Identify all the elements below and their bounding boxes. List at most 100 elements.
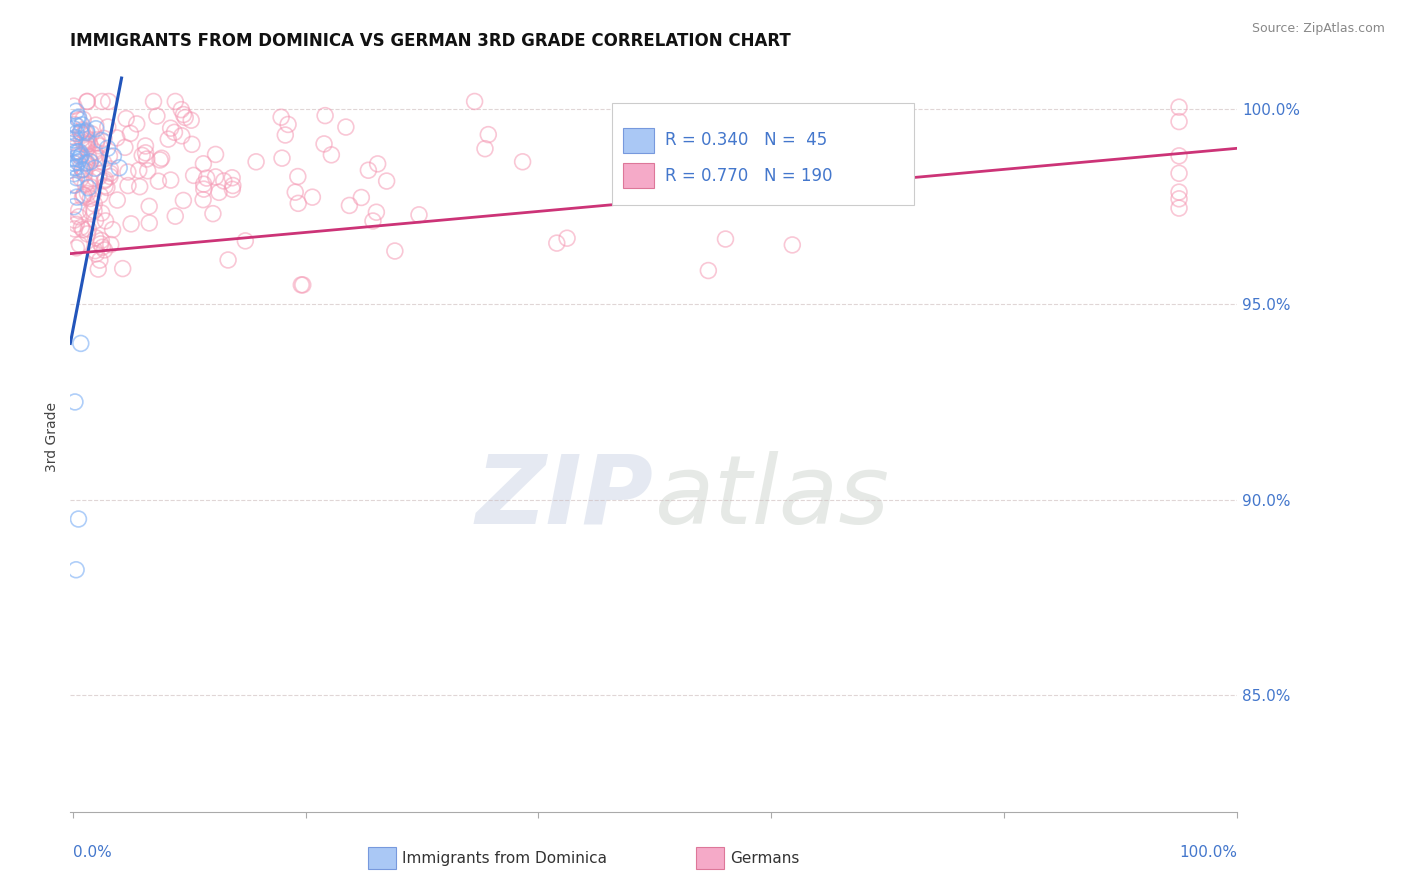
Point [117, 178, 139, 193]
Y-axis label: 3rd Grade: 3rd Grade [45, 402, 59, 472]
Point [287, 196, 309, 211]
Point [142, 95, 165, 109]
Point [79, 174, 101, 188]
Point [94, 172, 117, 186]
Point [76, 126, 98, 140]
Point [375, 174, 398, 188]
Point [62, 142, 84, 156]
Point [82, 187, 104, 202]
Point [77, 222, 100, 236]
Point [69, 126, 91, 140]
Point [384, 244, 406, 258]
Point [62, 99, 84, 113]
Point [174, 111, 197, 125]
Point [98, 166, 121, 180]
Point [217, 252, 239, 267]
Point [222, 178, 245, 193]
Point [98, 169, 121, 184]
Point [84, 121, 107, 136]
Point [83, 197, 105, 211]
Point [720, 175, 742, 189]
Point [83, 171, 105, 186]
Point [193, 182, 215, 196]
Point [97, 141, 120, 155]
Point [350, 190, 373, 204]
Point [101, 222, 124, 236]
Point [408, 208, 430, 222]
Point [76, 95, 98, 109]
Point [65, 161, 87, 175]
Point [312, 136, 335, 151]
Point [76, 156, 98, 170]
Point [172, 194, 194, 208]
Point [314, 109, 336, 123]
Point [98, 149, 121, 163]
Point [73, 188, 96, 202]
Point [120, 127, 142, 141]
Point [63, 222, 86, 236]
Point [72, 187, 94, 202]
Point [63, 213, 86, 227]
Point [84, 118, 107, 132]
Text: Immigrants from Dominica: Immigrants from Dominica [402, 851, 607, 865]
Point [277, 118, 299, 132]
Point [98, 161, 121, 176]
Point [67, 512, 90, 526]
Point [146, 109, 169, 123]
Point [208, 186, 231, 200]
Point [290, 277, 312, 292]
Point [87, 262, 110, 277]
Point [67, 152, 90, 166]
Point [87, 151, 110, 165]
Point [65, 104, 87, 119]
Point [170, 103, 193, 117]
Point [84, 148, 107, 162]
Point [65, 127, 87, 141]
Point [89, 253, 111, 268]
Text: Source: ZipAtlas.com: Source: ZipAtlas.com [1251, 22, 1385, 36]
Point [291, 277, 314, 292]
Text: R = 0.770   N = 190: R = 0.770 N = 190 [665, 167, 832, 185]
Point [79, 155, 101, 169]
Point [193, 157, 215, 171]
Point [65, 217, 87, 231]
Point [180, 137, 202, 152]
Point [65, 241, 87, 255]
Point [1168, 149, 1191, 163]
Point [131, 148, 153, 162]
Point [221, 182, 243, 196]
Point [66, 119, 89, 133]
Point [72, 128, 94, 143]
Text: IMMIGRANTS FROM DOMINICA VS GERMAN 3RD GRADE CORRELATION CHART: IMMIGRANTS FROM DOMINICA VS GERMAN 3RD G… [70, 32, 792, 50]
Point [170, 128, 193, 143]
Point [76, 95, 98, 109]
Point [135, 152, 157, 166]
Point [70, 118, 93, 132]
Point [782, 238, 804, 252]
Point [76, 227, 98, 241]
Point [321, 148, 343, 162]
Point [75, 178, 97, 192]
Point [72, 222, 94, 236]
Point [72, 162, 94, 177]
Point [84, 231, 107, 245]
Point [97, 95, 120, 109]
Point [165, 209, 187, 223]
Point [76, 137, 98, 152]
Point [1168, 192, 1191, 206]
Point [191, 193, 214, 207]
Point [301, 190, 323, 204]
Point [77, 150, 100, 164]
Point [79, 179, 101, 194]
Point [195, 171, 218, 186]
Point [76, 137, 98, 152]
Point [138, 216, 160, 230]
Point [86, 136, 108, 150]
Point [546, 236, 568, 251]
Point [62, 161, 84, 175]
Point [335, 120, 357, 134]
Point [76, 135, 98, 149]
Point [233, 234, 256, 248]
Point [67, 148, 90, 162]
Point [70, 160, 93, 174]
